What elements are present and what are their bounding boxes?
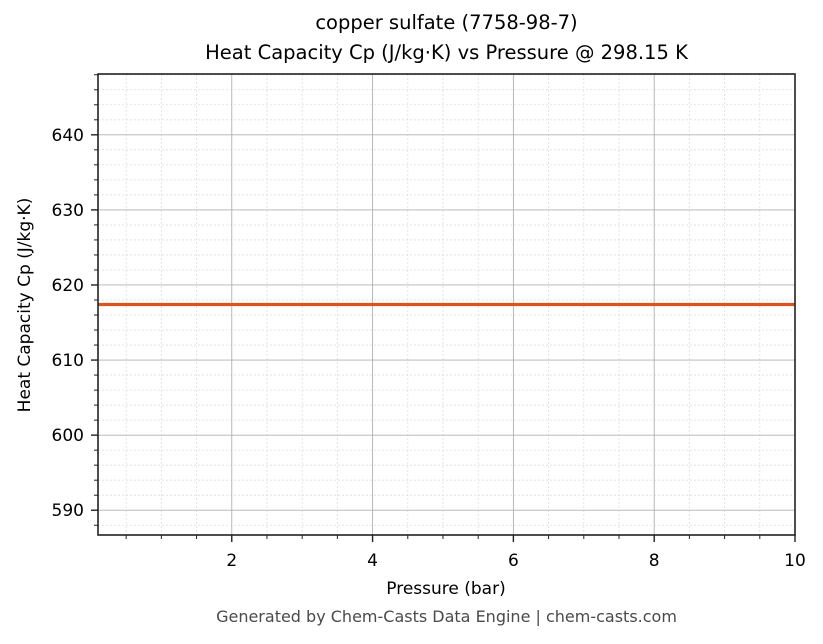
x-tick-label: 4	[367, 551, 378, 571]
y-tick-label: 630	[52, 201, 84, 221]
x-tick-label: 6	[508, 551, 519, 571]
y-tick-label: 640	[52, 126, 84, 146]
y-axis-label: Heat Capacity Cp (J/kg·K)	[15, 198, 35, 413]
tick-labels: 2 4 6 8 10 590 600 610 620 630 640	[52, 126, 806, 571]
chart-title: copper sulfate (7758-98-7)	[315, 11, 578, 34]
footer-credit: Generated by Chem-Casts Data Engine | ch…	[216, 607, 677, 626]
y-tick-label: 620	[52, 276, 84, 296]
x-tick-label: 2	[226, 551, 237, 571]
axis-ticks	[91, 74, 796, 542]
chart-subtitle: Heat Capacity Cp (J/kg·K) vs Pressure @ …	[205, 41, 688, 64]
y-tick-label: 600	[52, 426, 84, 446]
x-tick-label: 10	[784, 551, 806, 571]
x-axis-label: Pressure (bar)	[386, 579, 505, 599]
axes-frame	[97, 73, 796, 536]
x-tick-label: 8	[649, 551, 660, 571]
y-tick-label: 610	[52, 351, 84, 371]
y-tick-label: 590	[52, 501, 84, 521]
